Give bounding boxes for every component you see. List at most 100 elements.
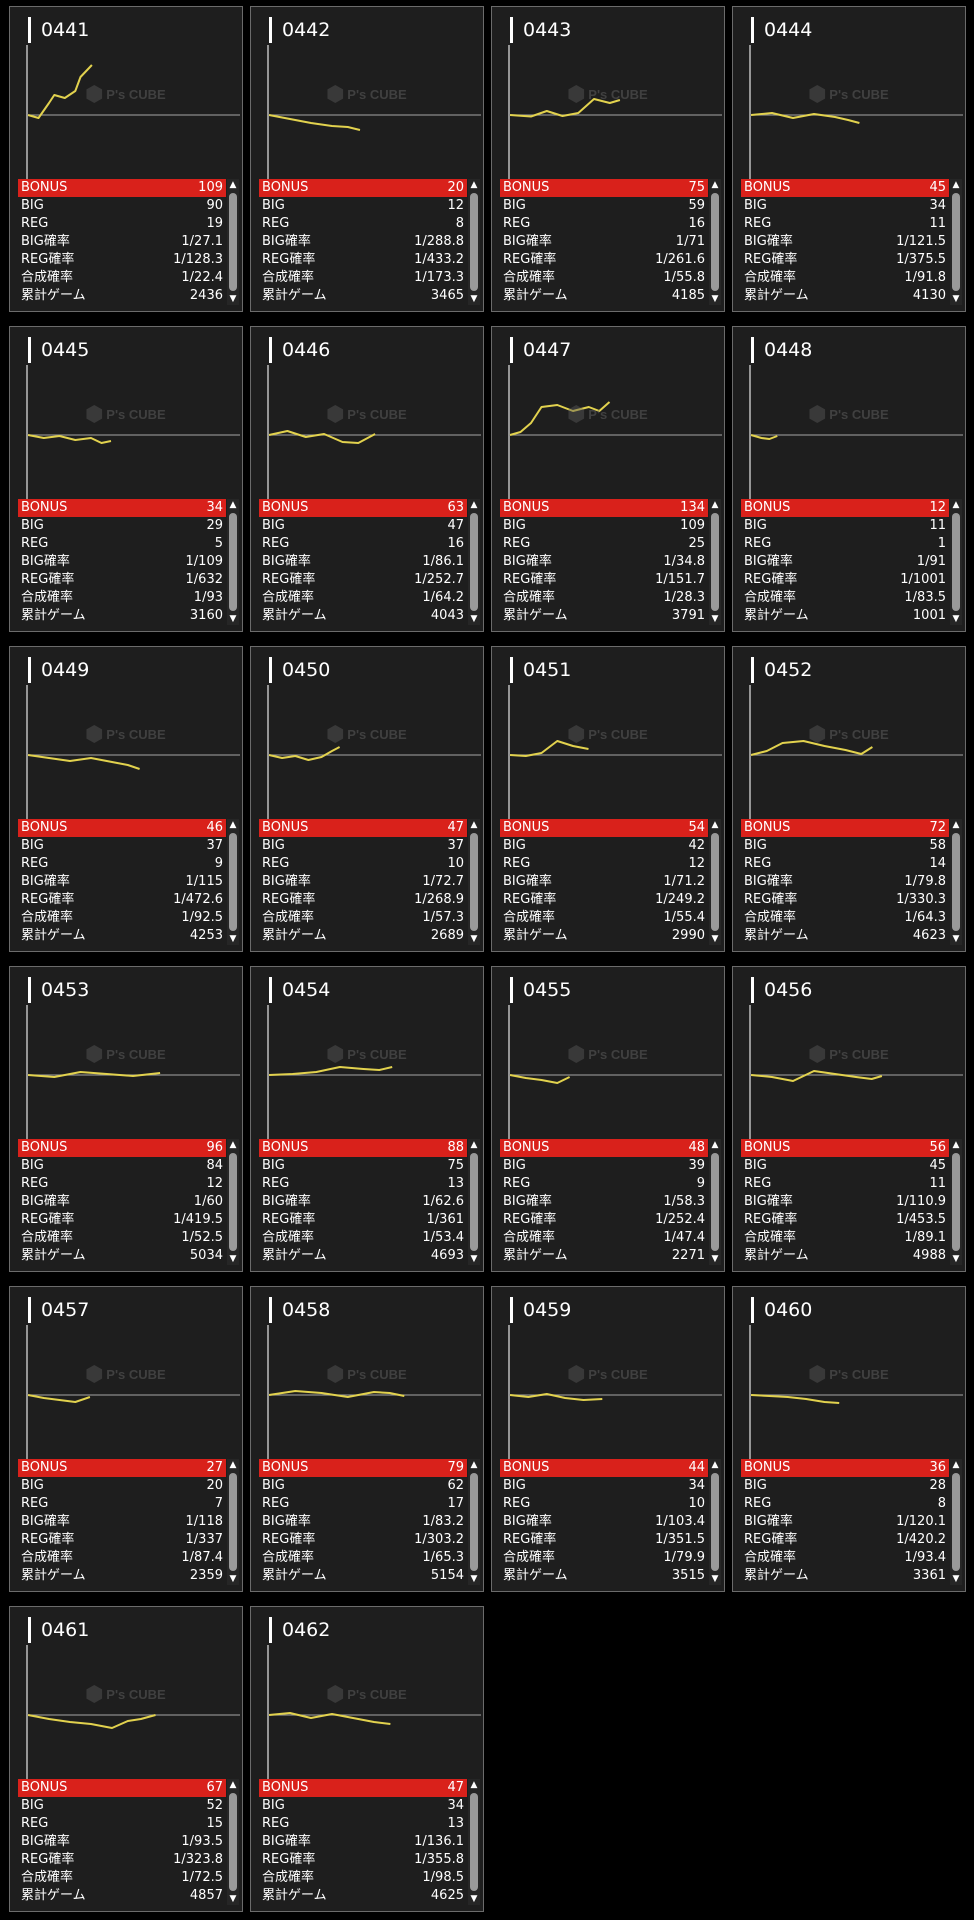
scroll-thumb[interactable] [952, 1473, 960, 1571]
machine-card[interactable]: 0462 P's CUBE BONUS 47 BIG 34 REG 13 BIG確率 1/136.… [250, 1606, 484, 1912]
scroll-up-arrow-icon[interactable]: ▲ [470, 1780, 478, 1790]
machine-card[interactable]: 0448 P's CUBE BONUS 12 BIG 11 REG 1 BIG確率 1/91 REG… [732, 326, 966, 632]
scroll-up-arrow-icon[interactable]: ▲ [711, 1140, 719, 1150]
scroll-thumb[interactable] [711, 1153, 719, 1251]
stats-scrollbar[interactable]: ▲ ▼ [950, 499, 962, 625]
scroll-up-arrow-icon[interactable]: ▲ [229, 1780, 237, 1790]
scroll-up-arrow-icon[interactable]: ▲ [711, 500, 719, 510]
scroll-up-arrow-icon[interactable]: ▲ [470, 1140, 478, 1150]
scroll-thumb[interactable] [952, 513, 960, 611]
scroll-down-arrow-icon[interactable]: ▼ [470, 1254, 478, 1264]
scroll-down-arrow-icon[interactable]: ▼ [952, 1574, 960, 1584]
scroll-down-arrow-icon[interactable]: ▼ [229, 1894, 237, 1904]
machine-card[interactable]: 0446 P's CUBE BONUS 63 BIG 47 REG 16 BIG確率 1/86.1… [250, 326, 484, 632]
scroll-up-arrow-icon[interactable]: ▲ [470, 820, 478, 830]
stats-scrollbar[interactable]: ▲ ▼ [227, 179, 239, 305]
machine-card[interactable]: 0460 P's CUBE BONUS 36 BIG 28 REG 8 BIG確率 1/120.1… [732, 1286, 966, 1592]
scroll-thumb[interactable] [711, 193, 719, 291]
scroll-thumb[interactable] [952, 1153, 960, 1251]
scroll-down-arrow-icon[interactable]: ▼ [229, 1254, 237, 1264]
stats-scrollbar[interactable]: ▲ ▼ [468, 1459, 480, 1585]
machine-card[interactable]: 0456 P's CUBE BONUS 56 BIG 45 REG 11 BIG確率 1/110.… [732, 966, 966, 1272]
scroll-up-arrow-icon[interactable]: ▲ [711, 820, 719, 830]
machine-card[interactable]: 0449 P's CUBE BONUS 46 BIG 37 REG 9 BIG確率 1/115 RE… [9, 646, 243, 952]
machine-card[interactable]: 0442 P's CUBE BONUS 20 BIG 12 REG 8 BIG確率 1/288.8… [250, 6, 484, 312]
machine-card[interactable]: 0445 P's CUBE BONUS 34 BIG 29 REG 5 BIG確率 1/109 RE… [9, 326, 243, 632]
stats-scrollbar[interactable]: ▲ ▼ [227, 819, 239, 945]
scroll-thumb[interactable] [470, 1473, 478, 1571]
scroll-up-arrow-icon[interactable]: ▲ [952, 820, 960, 830]
scroll-thumb[interactable] [711, 513, 719, 611]
stats-scrollbar[interactable]: ▲ ▼ [709, 499, 721, 625]
scroll-thumb[interactable] [229, 1473, 237, 1571]
stats-scrollbar[interactable]: ▲ ▼ [468, 819, 480, 945]
machine-card[interactable]: 0451 P's CUBE BONUS 54 BIG 42 REG 12 BIG確率 1/71.2… [491, 646, 725, 952]
scroll-down-arrow-icon[interactable]: ▼ [952, 294, 960, 304]
stats-scrollbar[interactable]: ▲ ▼ [468, 1139, 480, 1265]
scroll-up-arrow-icon[interactable]: ▲ [229, 1140, 237, 1150]
scroll-up-arrow-icon[interactable]: ▲ [229, 500, 237, 510]
stats-scrollbar[interactable]: ▲ ▼ [709, 1139, 721, 1265]
machine-card[interactable]: 0455 P's CUBE BONUS 48 BIG 39 REG 9 BIG確率 1/58.3 R… [491, 966, 725, 1272]
scroll-down-arrow-icon[interactable]: ▼ [952, 614, 960, 624]
scroll-down-arrow-icon[interactable]: ▼ [470, 1574, 478, 1584]
scroll-down-arrow-icon[interactable]: ▼ [470, 934, 478, 944]
scroll-down-arrow-icon[interactable]: ▼ [229, 614, 237, 624]
scroll-up-arrow-icon[interactable]: ▲ [952, 500, 960, 510]
machine-card[interactable]: 0453 P's CUBE BONUS 96 BIG 84 REG 12 BIG確率 1/60 RE… [9, 966, 243, 1272]
stats-scrollbar[interactable]: ▲ ▼ [709, 179, 721, 305]
stats-scrollbar[interactable]: ▲ ▼ [950, 179, 962, 305]
scroll-thumb[interactable] [470, 193, 478, 291]
scroll-down-arrow-icon[interactable]: ▼ [229, 294, 237, 304]
stats-scrollbar[interactable]: ▲ ▼ [468, 179, 480, 305]
scroll-thumb[interactable] [711, 1473, 719, 1571]
scroll-thumb[interactable] [470, 1153, 478, 1251]
scroll-up-arrow-icon[interactable]: ▲ [952, 1460, 960, 1470]
scroll-up-arrow-icon[interactable]: ▲ [711, 1460, 719, 1470]
machine-card[interactable]: 0457 P's CUBE BONUS 27 BIG 20 REG 7 BIG確率 1/118 RE… [9, 1286, 243, 1592]
machine-card[interactable]: 0454 P's CUBE BONUS 88 BIG 75 REG 13 BIG確率 1/62.6… [250, 966, 484, 1272]
scroll-down-arrow-icon[interactable]: ▼ [711, 1574, 719, 1584]
stats-scrollbar[interactable]: ▲ ▼ [950, 1139, 962, 1265]
stats-scrollbar[interactable]: ▲ ▼ [468, 499, 480, 625]
scroll-thumb[interactable] [711, 833, 719, 931]
scroll-thumb[interactable] [229, 193, 237, 291]
scroll-thumb[interactable] [470, 833, 478, 931]
scroll-down-arrow-icon[interactable]: ▼ [711, 1254, 719, 1264]
scroll-up-arrow-icon[interactable]: ▲ [952, 1140, 960, 1150]
machine-card[interactable]: 0444 P's CUBE BONUS 45 BIG 34 REG 11 BIG確率 1/121.… [732, 6, 966, 312]
scroll-thumb[interactable] [952, 833, 960, 931]
scroll-thumb[interactable] [229, 833, 237, 931]
scroll-up-arrow-icon[interactable]: ▲ [229, 180, 237, 190]
machine-card[interactable]: 0450 P's CUBE BONUS 47 BIG 37 REG 10 BIG確率 1/72.7… [250, 646, 484, 952]
scroll-down-arrow-icon[interactable]: ▼ [229, 1574, 237, 1584]
scroll-down-arrow-icon[interactable]: ▼ [952, 934, 960, 944]
stats-scrollbar[interactable]: ▲ ▼ [227, 1459, 239, 1585]
stats-scrollbar[interactable]: ▲ ▼ [950, 819, 962, 945]
scroll-down-arrow-icon[interactable]: ▼ [470, 294, 478, 304]
scroll-down-arrow-icon[interactable]: ▼ [711, 294, 719, 304]
machine-card[interactable]: 0458 P's CUBE BONUS 79 BIG 62 REG 17 BIG確率 1/83.2… [250, 1286, 484, 1592]
scroll-down-arrow-icon[interactable]: ▼ [952, 1254, 960, 1264]
scroll-thumb[interactable] [229, 1793, 237, 1891]
scroll-down-arrow-icon[interactable]: ▼ [711, 614, 719, 624]
scroll-thumb[interactable] [952, 193, 960, 291]
stats-scrollbar[interactable]: ▲ ▼ [227, 1139, 239, 1265]
stats-scrollbar[interactable]: ▲ ▼ [227, 1779, 239, 1905]
scroll-up-arrow-icon[interactable]: ▲ [470, 500, 478, 510]
scroll-up-arrow-icon[interactable]: ▲ [470, 1460, 478, 1470]
scroll-thumb[interactable] [229, 1153, 237, 1251]
stats-scrollbar[interactable]: ▲ ▼ [468, 1779, 480, 1905]
scroll-up-arrow-icon[interactable]: ▲ [952, 180, 960, 190]
machine-card[interactable]: 0461 P's CUBE BONUS 67 BIG 52 REG 15 BIG確率 1/93.5… [9, 1606, 243, 1912]
scroll-down-arrow-icon[interactable]: ▼ [711, 934, 719, 944]
scroll-up-arrow-icon[interactable]: ▲ [229, 1460, 237, 1470]
scroll-up-arrow-icon[interactable]: ▲ [229, 820, 237, 830]
machine-card[interactable]: 0447 P's CUBE BONUS 134 BIG 109 REG 25 BIG確率 1/34… [491, 326, 725, 632]
scroll-down-arrow-icon[interactable]: ▼ [470, 614, 478, 624]
scroll-up-arrow-icon[interactable]: ▲ [470, 180, 478, 190]
machine-card[interactable]: 0441 P's CUBE BONUS 109 BIG 90 REG 19 BIG確率 1/27.… [9, 6, 243, 312]
scroll-thumb[interactable] [470, 1793, 478, 1891]
scroll-thumb[interactable] [470, 513, 478, 611]
scroll-down-arrow-icon[interactable]: ▼ [229, 934, 237, 944]
